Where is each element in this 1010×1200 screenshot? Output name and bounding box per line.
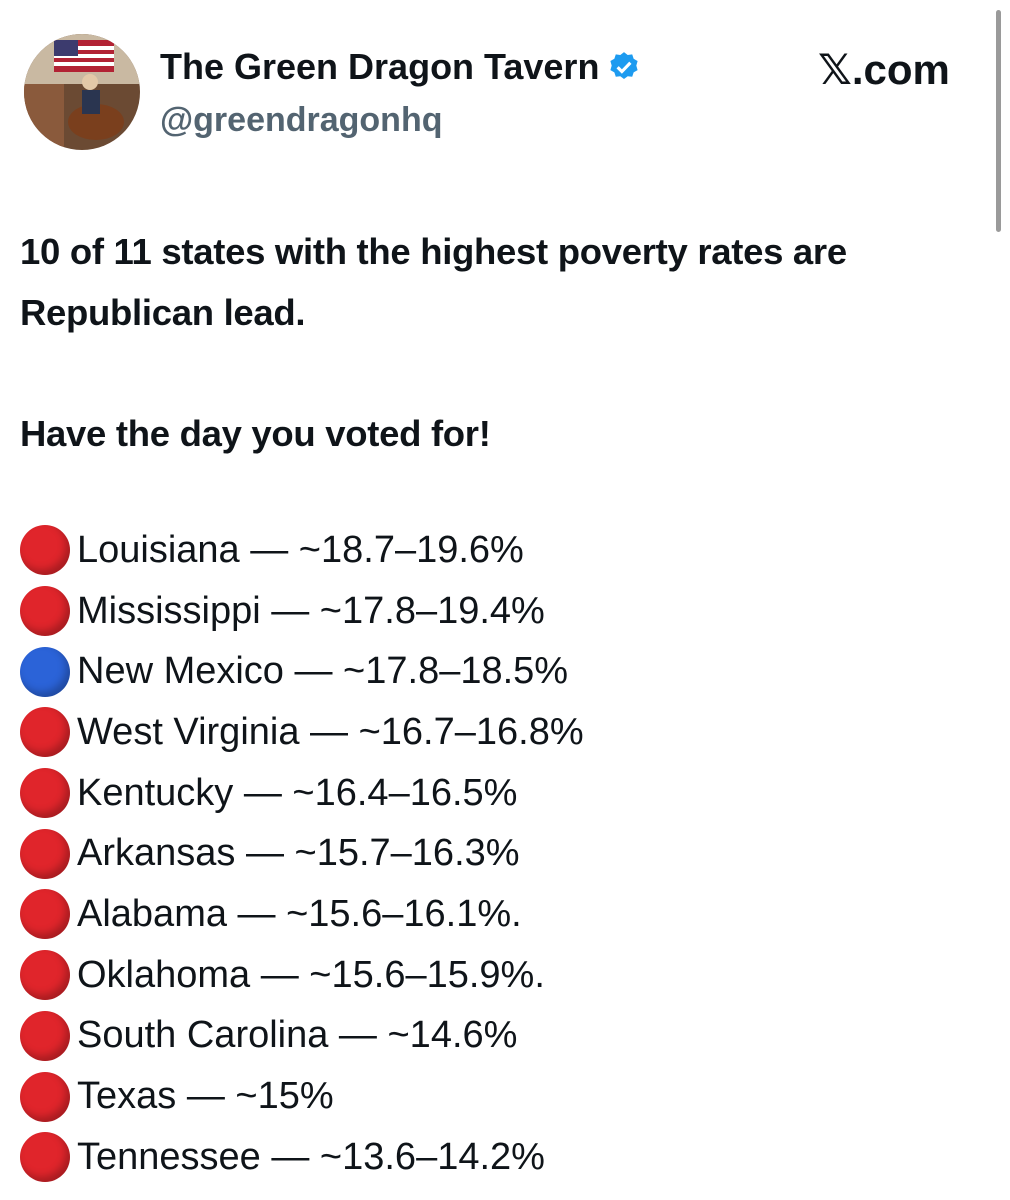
list-item-text: Arkansas — ~15.7–16.3% [77,832,520,875]
list-item: South Carolina — ~14.6% [20,1006,584,1067]
list-item-text: Texas — ~15% [77,1075,334,1118]
list-item: Mississippi — ~17.8–19.4% [20,581,584,642]
party-marker [20,1132,70,1183]
list-item-text: Mississippi — ~17.8–19.4% [77,589,545,632]
party-marker [20,889,70,940]
list-item: Tennessee — ~13.6–14.2% [20,1127,584,1188]
party-marker [20,646,70,697]
list-item: Texas — ~15% [20,1066,584,1127]
account-name-text: The Green Dragon Tavern [160,46,600,87]
list-item: West Virginia — ~16.7–16.8% [20,702,584,763]
list-item: Oklahoma — ~15.6–15.9%. [20,945,584,1006]
list-item-text: Kentucky — ~16.4–16.5% [77,771,518,814]
party-marker [20,1010,70,1061]
party-marker [20,768,70,819]
list-item: Louisiana — ~18.7–19.6% [20,520,584,581]
scrollbar [996,10,1001,232]
list-item-text: West Virginia — ~16.7–16.8% [77,710,584,753]
party-marker [20,707,70,758]
list-item-text: Oklahoma — ~15.6–15.9%. [77,953,545,996]
party-marker [20,950,70,1001]
party-marker [20,525,70,576]
list-item: Kentucky — ~16.4–16.5% [20,763,584,824]
list-item: New Mexico — ~17.8–18.5% [20,641,584,702]
list-item-text: New Mexico — ~17.8–18.5% [77,650,569,693]
list-item: Alabama — ~15.6–16.1%. [20,884,584,945]
list-item-text: South Carolina — ~14.6% [77,1014,518,1057]
party-marker [20,828,70,879]
avatar[interactable] [24,34,140,150]
tweet-list: Louisiana — ~18.7–19.6% Mississippi — ~17… [20,520,584,1188]
tweet-paragraph: Have the day you voted for! [20,412,491,454]
list-item-text: Tennessee — ~13.6–14.2% [77,1135,545,1178]
site-label: 𝕏.com [818,46,950,93]
tweet-paragraph: 10 of 11 states with the highest poverty… [20,231,847,333]
party-marker [20,1071,70,1122]
list-item: Arkansas — ~15.7–16.3% [20,823,584,884]
list-item-text: Louisiana — ~18.7–19.6% [77,528,524,571]
account-handle[interactable]: @greendragonhq [160,101,443,139]
tweet-body: 10 of 11 states with the highest poverty… [20,222,995,525]
avatar-image [24,34,140,150]
account-name[interactable]: The Green Dragon Tavern [160,46,641,88]
party-marker [20,586,70,637]
list-item-text: Alabama — ~15.6–16.1%. [77,892,522,935]
verified-badge [610,52,639,80]
